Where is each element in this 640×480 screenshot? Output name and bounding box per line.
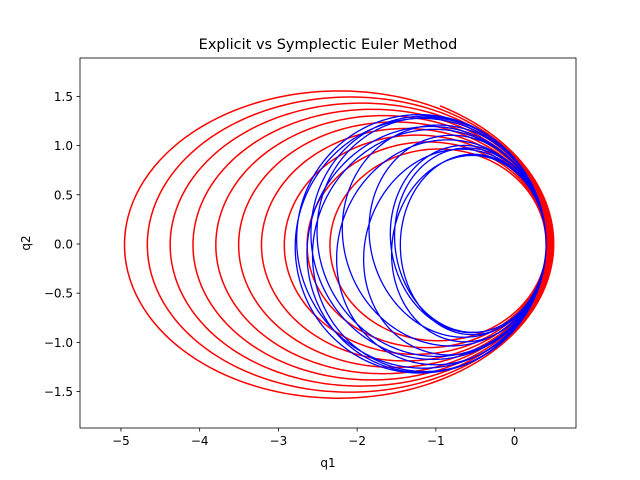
x-tick-label: −3 (270, 434, 288, 448)
y-tick-label: −1.0 (44, 336, 73, 350)
x-tick-label: −2 (348, 434, 366, 448)
x-axis-ticks: −5 −4 −3 −2 −1 0 (112, 428, 518, 448)
y-tick-label: 0.5 (54, 188, 73, 202)
symplectic-euler-line (294, 113, 547, 374)
plot-frame (79, 57, 577, 429)
y-axis-ticks: −1.5 −1.0 −0.5 0.0 0.5 1.0 1.5 (44, 90, 80, 399)
x-tick-label: −1 (427, 434, 445, 448)
y-axis-label: q2 (19, 235, 33, 250)
y-tick-label: 0.0 (54, 237, 73, 251)
y-tick-label: −1.5 (44, 385, 73, 399)
x-tick-label: −5 (112, 434, 130, 448)
series-symplectic-euler (294, 113, 547, 374)
chart-title: Explicit vs Symplectic Euler Method (199, 37, 458, 53)
x-tick-label: −4 (191, 434, 209, 448)
plot-area (123, 90, 555, 399)
y-tick-label: −0.5 (44, 287, 73, 301)
y-tick-label: 1.0 (54, 139, 73, 153)
x-axis-label: q1 (320, 456, 335, 470)
y-tick-label: 1.5 (54, 90, 73, 104)
x-tick-label: 0 (511, 434, 519, 448)
